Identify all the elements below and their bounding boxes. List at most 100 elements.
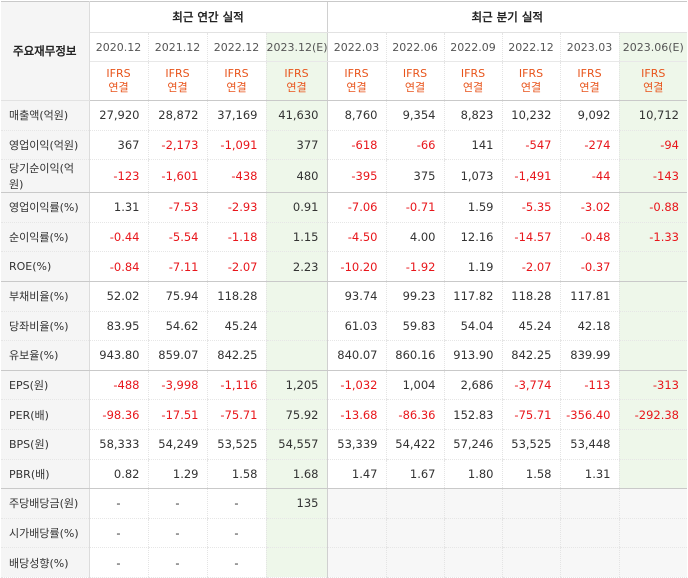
ifrs-standard: IFRS bbox=[518, 67, 544, 80]
table-cell bbox=[326, 518, 386, 549]
row-label: 당좌비율(%) bbox=[1, 311, 90, 342]
row-label: 부채비율(%) bbox=[1, 281, 90, 312]
table-cell: 59.83 bbox=[385, 311, 444, 342]
table-cell: 83.95 bbox=[89, 311, 148, 342]
table-cell: -75.71 bbox=[501, 399, 560, 430]
table-cell: 1.29 bbox=[147, 459, 207, 490]
table-cell: - bbox=[89, 488, 148, 519]
table-cell: 4.00 bbox=[385, 222, 444, 253]
table-row: PER(배) -98.36 -17.51 -75.71 75.92 -13.68 -86.3… bbox=[1, 399, 687, 430]
table-cell: 99.23 bbox=[385, 281, 444, 312]
ifrs-standard: IFRS bbox=[577, 67, 602, 80]
table-cell bbox=[618, 518, 687, 549]
table-cell: 58,333 bbox=[89, 429, 148, 460]
ifrs-label: IFRS 연결 bbox=[385, 61, 444, 101]
ifrs-standard: IFRS bbox=[641, 67, 666, 80]
table-cell: 45.24 bbox=[206, 311, 266, 342]
annual-header: 최근 연간 실적 bbox=[89, 1, 327, 33]
table-cell: 41,630 bbox=[265, 100, 327, 131]
table-cell: 377 bbox=[265, 130, 327, 161]
table-cell: 840.07 bbox=[326, 340, 386, 371]
row-label: 유보율(%) bbox=[1, 340, 90, 371]
ifrs-label: IFRS 연결 bbox=[206, 61, 266, 101]
table-cell: -1,091 bbox=[206, 130, 266, 161]
table-cell: -94 bbox=[618, 130, 687, 161]
table-cell: 913.90 bbox=[443, 340, 502, 371]
table-cell: - bbox=[89, 547, 148, 578]
table-cell: 859.07 bbox=[147, 340, 207, 371]
ifrs-consolidated: 연결 bbox=[404, 81, 426, 94]
table-cell: 1,073 bbox=[443, 159, 502, 194]
table-cell: 8,823 bbox=[443, 100, 502, 131]
table-cell: 54,557 bbox=[265, 429, 327, 460]
table-cell: -123 bbox=[89, 159, 148, 194]
table-cell: -7.06 bbox=[326, 192, 386, 223]
table-cell: -86.36 bbox=[385, 399, 444, 430]
ifrs-consolidated: 연결 bbox=[286, 81, 307, 94]
ifrs-standard: IFRS bbox=[224, 67, 249, 80]
period-header: 2022.12 bbox=[206, 32, 266, 62]
table-cell: 367 bbox=[89, 130, 148, 161]
table-cell: 53,339 bbox=[326, 429, 386, 460]
table-cell: -0.71 bbox=[385, 192, 444, 223]
table-cell: -5.54 bbox=[147, 222, 207, 253]
table-row: 매출액(억원) 27,920 28,872 37,169 41,630 8,760 9,35… bbox=[1, 100, 687, 131]
table-cell: 1.31 bbox=[89, 192, 148, 223]
table-cell: 9,092 bbox=[559, 100, 619, 131]
ifrs-label: IFRS 연결 bbox=[443, 61, 502, 101]
table-cell bbox=[385, 488, 444, 519]
table-cell: 54,422 bbox=[385, 429, 444, 460]
table-cell: -98.36 bbox=[89, 399, 148, 430]
table-cell: 842.25 bbox=[501, 340, 560, 371]
table-cell: -75.71 bbox=[206, 399, 266, 430]
ifrs-consolidated: 연결 bbox=[462, 81, 484, 94]
ifrs-consolidated: 연결 bbox=[643, 81, 664, 94]
row-label: 시가배당률(%) bbox=[1, 518, 90, 549]
ifrs-label: IFRS 연결 bbox=[559, 61, 619, 101]
ifrs-consolidated: 연결 bbox=[226, 81, 247, 94]
row-label: 영업이익(억원) bbox=[1, 130, 90, 161]
table-header-label: 주요재무정보 bbox=[1, 1, 90, 101]
table-cell: 1,205 bbox=[265, 370, 327, 401]
table-row: EPS(원) -488 -3,998 -1,116 1,205 -1,032 1,004 2,… bbox=[1, 370, 687, 401]
table-cell: 28,872 bbox=[147, 100, 207, 131]
table-cell bbox=[326, 547, 386, 578]
row-label: EPS(원) bbox=[1, 370, 90, 401]
table-cell: - bbox=[89, 518, 148, 549]
ifrs-standard: IFRS bbox=[106, 67, 131, 80]
ifrs-label: IFRS 연결 bbox=[265, 61, 327, 101]
table-cell: - bbox=[147, 547, 207, 578]
period-header: 2021.12 bbox=[147, 32, 207, 62]
period-header: 2022.12 bbox=[501, 32, 560, 62]
table-cell: -7.11 bbox=[147, 251, 207, 282]
table-cell: -356.40 bbox=[559, 399, 619, 430]
table-cell bbox=[265, 281, 327, 312]
table-cell: 1.58 bbox=[206, 459, 266, 490]
table-cell: 42.18 bbox=[559, 311, 619, 342]
table-cell bbox=[265, 518, 327, 549]
table-cell: 57,246 bbox=[443, 429, 502, 460]
table-cell: 53,525 bbox=[501, 429, 560, 460]
table-cell bbox=[501, 488, 560, 519]
table-cell: -3,774 bbox=[501, 370, 560, 401]
row-label: PBR(배) bbox=[1, 459, 90, 490]
table-cell: 37,169 bbox=[206, 100, 266, 131]
ifrs-consolidated: 연결 bbox=[167, 81, 188, 94]
table-cell: 152.83 bbox=[443, 399, 502, 430]
table-row: 순이익률(%) -0.44 -5.54 -1.18 1.15 -4.50 4.00 12.16… bbox=[1, 222, 687, 253]
table-cell: -7.53 bbox=[147, 192, 207, 223]
ifrs-label: IFRS 연결 bbox=[89, 61, 148, 101]
table-cell: 1.68 bbox=[265, 459, 327, 490]
table-cell: 10,232 bbox=[501, 100, 560, 131]
ifrs-consolidated: 연결 bbox=[579, 81, 600, 94]
period-header: 2022.09 bbox=[443, 32, 502, 62]
row-label: PER(배) bbox=[1, 399, 90, 430]
table-cell: 1.80 bbox=[443, 459, 502, 490]
period-header: 2020.12 bbox=[89, 32, 148, 62]
ifrs-label: IFRS 연결 bbox=[326, 61, 386, 101]
table-row: 영업이익률(%) 1.31 -7.53 -2.93 0.91 -7.06 -0.71 1.59… bbox=[1, 192, 687, 223]
quarter-header: 최근 분기 실적 bbox=[326, 1, 687, 33]
ifrs-label: IFRS 연결 bbox=[147, 61, 207, 101]
table-cell: 141 bbox=[443, 130, 502, 161]
table-cell: -3.02 bbox=[559, 192, 619, 223]
